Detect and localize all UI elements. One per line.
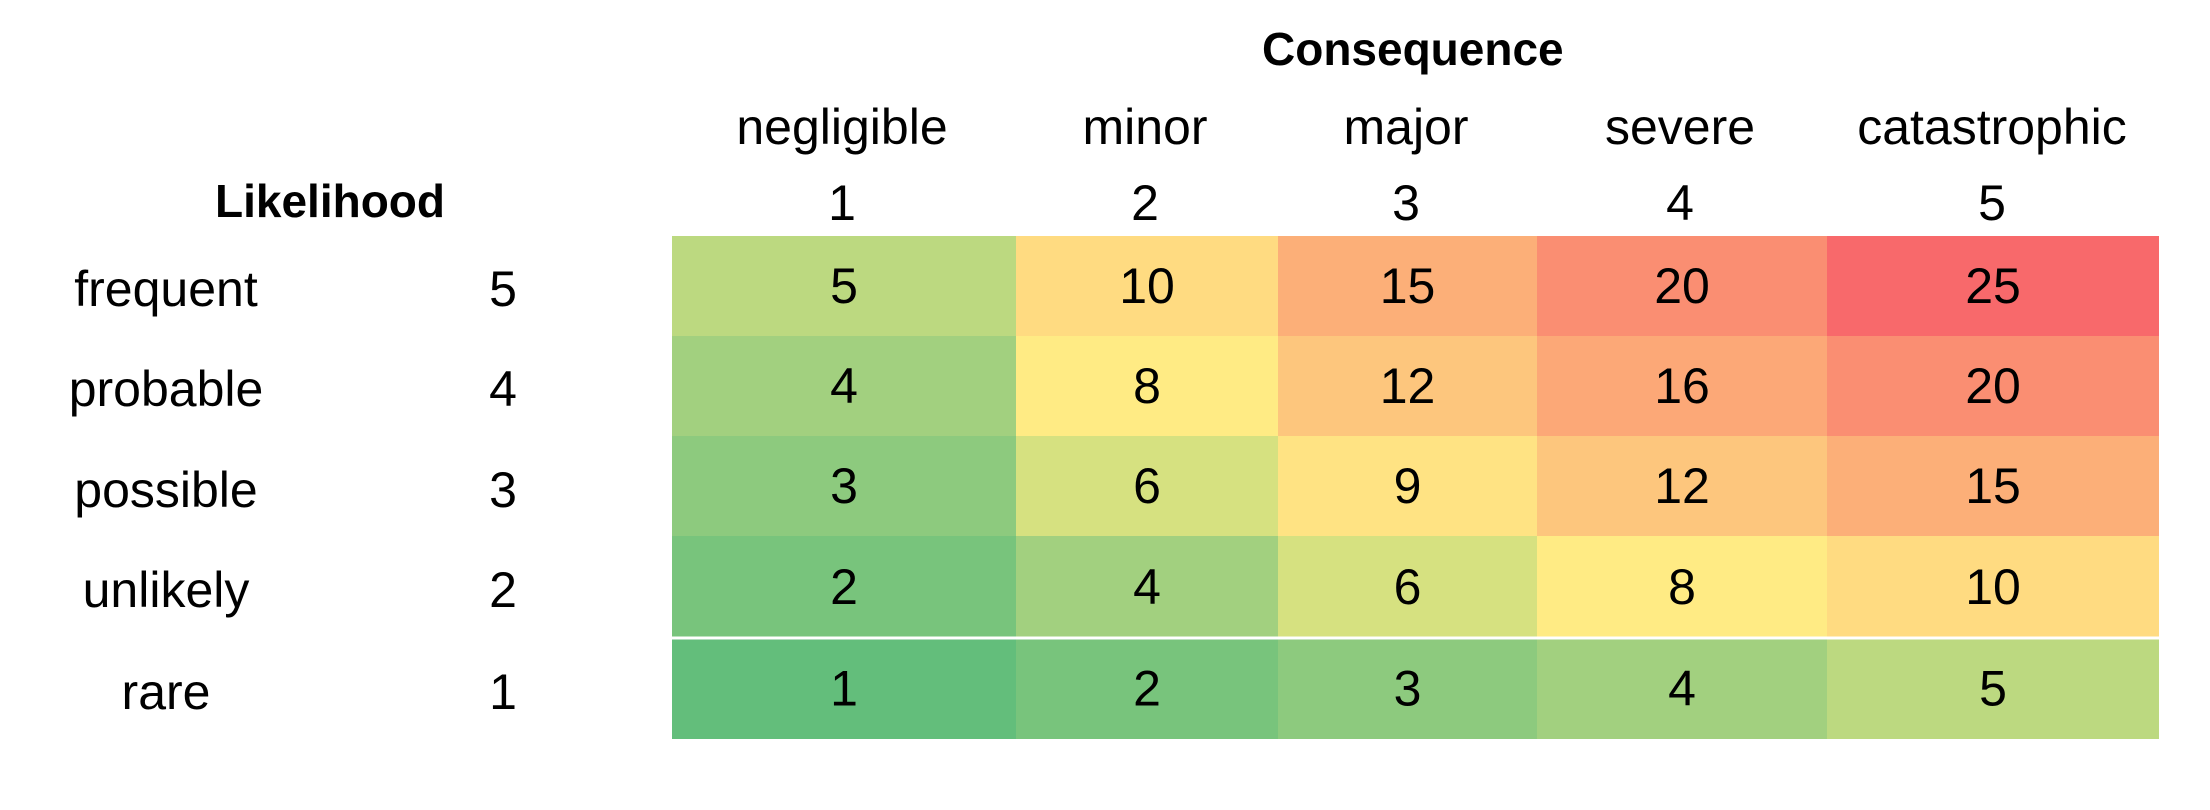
cell-value-unlikely-catastrophic: 10 [1965, 559, 2021, 615]
cell-value-rare-severe: 4 [1668, 661, 1696, 717]
cell-probable-negligible [672, 336, 1016, 436]
cell-value-probable-minor: 8 [1133, 358, 1161, 414]
cell-unlikely-major [1278, 536, 1537, 638]
column-label-severe: severe [1604, 99, 1756, 155]
cell-value-probable-severe: 16 [1654, 358, 1710, 414]
cell-rare-catastrophic [1827, 638, 2159, 739]
cell-value-probable-major: 12 [1380, 358, 1436, 414]
cell-probable-minor [1016, 336, 1278, 436]
cell-possible-severe [1537, 436, 1827, 536]
cell-rare-severe [1537, 638, 1827, 739]
consequence-title: Consequence [1262, 23, 1564, 75]
cell-value-frequent-severe: 20 [1654, 258, 1710, 314]
cell-possible-minor [1016, 436, 1278, 536]
cell-value-unlikely-severe: 8 [1668, 559, 1696, 615]
column-label-minor: minor [1082, 99, 1208, 155]
column-value-1: 1 [828, 175, 856, 231]
cell-frequent-catastrophic [1827, 236, 2159, 336]
cell-value-unlikely-major: 6 [1394, 559, 1422, 615]
column-label-major: major [1343, 99, 1469, 155]
cell-value-possible-major: 9 [1394, 458, 1422, 514]
cell-possible-catastrophic [1827, 436, 2159, 536]
cell-value-possible-negligible: 3 [830, 458, 858, 514]
cell-value-rare-catastrophic: 5 [1979, 661, 2007, 717]
row-value-4: 4 [489, 361, 517, 417]
row-value-3: 3 [489, 462, 517, 518]
cell-rare-minor [1016, 638, 1278, 739]
cell-value-possible-catastrophic: 15 [1965, 458, 2021, 514]
cell-probable-severe [1537, 336, 1827, 436]
cell-value-frequent-negligible: 5 [830, 258, 858, 314]
cell-rare-major [1278, 638, 1537, 739]
cell-possible-major [1278, 436, 1537, 536]
likelihood-title: Likelihood [215, 175, 445, 227]
column-label-catastrophic: catastrophic [1857, 99, 2127, 155]
row-value-1: 1 [489, 664, 517, 720]
cell-value-probable-catastrophic: 20 [1965, 358, 2021, 414]
cell-possible-negligible [672, 436, 1016, 536]
cell-unlikely-catastrophic [1827, 536, 2159, 638]
column-value-3: 3 [1392, 175, 1420, 231]
cell-probable-catastrophic [1827, 336, 2159, 436]
row-value-2: 2 [489, 562, 517, 618]
cell-value-rare-negligible: 1 [830, 661, 858, 717]
row-value-5: 5 [489, 261, 517, 317]
cell-value-frequent-minor: 10 [1119, 258, 1175, 314]
cell-value-rare-major: 3 [1394, 661, 1422, 717]
cell-unlikely-negligible [672, 536, 1016, 638]
column-label-negligible: negligible [736, 99, 948, 155]
cell-value-frequent-major: 15 [1380, 258, 1436, 314]
cell-probable-major [1278, 336, 1537, 436]
cell-value-possible-severe: 12 [1654, 458, 1710, 514]
cell-value-possible-minor: 6 [1133, 458, 1161, 514]
row-label-probable: probable [68, 361, 264, 417]
cell-value-rare-minor: 2 [1133, 661, 1161, 717]
cell-unlikely-minor [1016, 536, 1278, 638]
row-label-possible: possible [74, 462, 258, 518]
cell-frequent-minor [1016, 236, 1278, 336]
column-value-2: 2 [1131, 175, 1159, 231]
cell-value-unlikely-minor: 4 [1133, 559, 1161, 615]
cell-unlikely-severe [1537, 536, 1827, 638]
column-value-5: 5 [1978, 175, 2006, 231]
cell-frequent-severe [1537, 236, 1827, 336]
row-label-rare: rare [121, 664, 211, 720]
row-label-unlikely: unlikely [82, 562, 250, 618]
row-label-frequent: frequent [74, 261, 258, 317]
cell-value-probable-negligible: 4 [830, 358, 858, 414]
cell-value-frequent-catastrophic: 25 [1965, 258, 2021, 314]
column-value-4: 4 [1666, 175, 1694, 231]
cell-frequent-major [1278, 236, 1537, 336]
cell-rare-negligible [672, 638, 1016, 739]
cell-frequent-negligible [672, 236, 1016, 336]
cell-value-unlikely-negligible: 2 [830, 559, 858, 615]
